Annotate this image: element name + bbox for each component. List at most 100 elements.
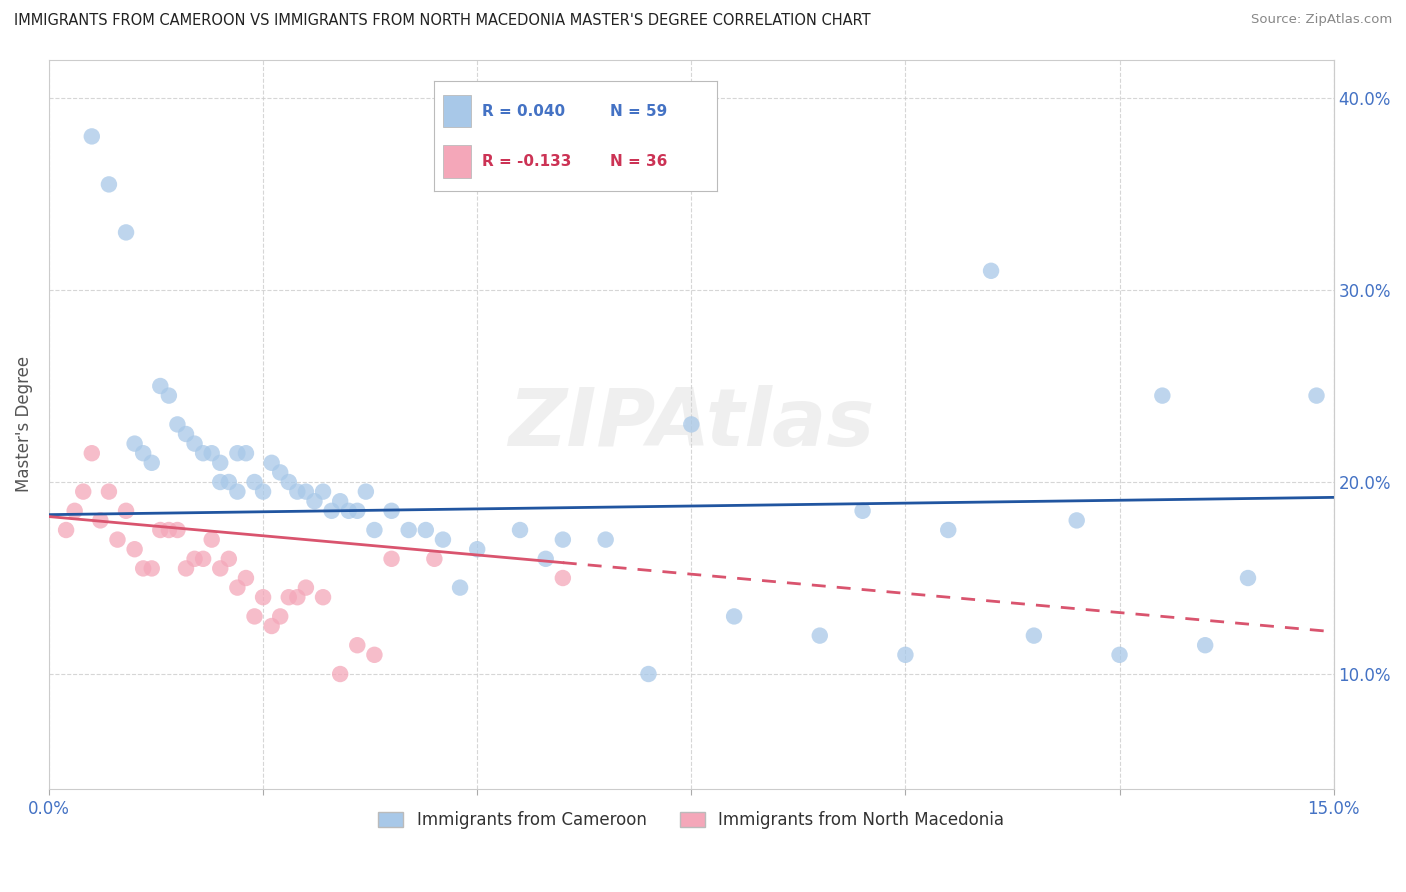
Point — [852, 504, 875, 518]
Point — [157, 389, 180, 403]
Point — [329, 494, 352, 508]
Point — [97, 178, 120, 192]
Point — [183, 436, 205, 450]
Point — [132, 446, 155, 460]
Point — [285, 591, 308, 605]
Point — [80, 446, 103, 460]
Point — [235, 446, 257, 460]
Point — [209, 561, 232, 575]
Point — [551, 571, 574, 585]
Point — [124, 436, 146, 450]
Point — [89, 513, 111, 527]
Point — [149, 379, 172, 393]
Point — [141, 561, 163, 575]
Point — [346, 504, 368, 518]
Point — [380, 551, 402, 566]
Point — [252, 484, 274, 499]
Point — [191, 551, 214, 566]
Point — [894, 648, 917, 662]
Point — [363, 648, 385, 662]
Point — [346, 638, 368, 652]
Point — [243, 609, 266, 624]
Point — [595, 533, 617, 547]
Point — [534, 551, 557, 566]
Point — [218, 475, 240, 489]
Point — [509, 523, 531, 537]
Point — [1194, 638, 1216, 652]
Point — [243, 475, 266, 489]
Point — [312, 484, 335, 499]
Point — [269, 466, 291, 480]
Point — [808, 629, 831, 643]
Point — [149, 523, 172, 537]
Point — [72, 484, 94, 499]
Point — [1305, 389, 1327, 403]
Point — [936, 523, 959, 537]
Point — [132, 561, 155, 575]
Point — [465, 542, 488, 557]
Point — [55, 523, 77, 537]
Point — [329, 667, 352, 681]
Point — [551, 533, 574, 547]
Point — [252, 591, 274, 605]
Point — [304, 494, 326, 508]
Point — [63, 504, 86, 518]
Point — [218, 551, 240, 566]
Point — [174, 561, 197, 575]
Point — [209, 456, 232, 470]
Point — [277, 591, 299, 605]
Y-axis label: Master's Degree: Master's Degree — [15, 356, 32, 492]
Point — [166, 417, 188, 432]
Point — [1108, 648, 1130, 662]
Point — [432, 533, 454, 547]
Text: IMMIGRANTS FROM CAMEROON VS IMMIGRANTS FROM NORTH MACEDONIA MASTER'S DEGREE CORR: IMMIGRANTS FROM CAMEROON VS IMMIGRANTS F… — [14, 13, 870, 29]
Point — [80, 129, 103, 144]
Point — [226, 446, 249, 460]
Text: ZIPAtlas: ZIPAtlas — [508, 385, 875, 464]
Point — [295, 484, 318, 499]
Text: Source: ZipAtlas.com: Source: ZipAtlas.com — [1251, 13, 1392, 27]
Point — [115, 504, 138, 518]
Point — [191, 446, 214, 460]
Point — [124, 542, 146, 557]
Point — [201, 533, 224, 547]
Point — [380, 504, 402, 518]
Point — [1022, 629, 1045, 643]
Point — [235, 571, 257, 585]
Point — [312, 591, 335, 605]
Point — [980, 264, 1002, 278]
Point — [321, 504, 343, 518]
Point — [107, 533, 129, 547]
Point — [285, 484, 308, 499]
Point — [398, 523, 420, 537]
Point — [174, 427, 197, 442]
Point — [201, 446, 224, 460]
Point — [183, 551, 205, 566]
Point — [269, 609, 291, 624]
Point — [1152, 389, 1174, 403]
Point — [260, 456, 283, 470]
Point — [260, 619, 283, 633]
Point — [637, 667, 659, 681]
Point — [423, 551, 446, 566]
Point — [295, 581, 318, 595]
Point — [1237, 571, 1260, 585]
Point — [209, 475, 232, 489]
Point — [723, 609, 745, 624]
Point — [157, 523, 180, 537]
Point — [226, 484, 249, 499]
Point — [97, 484, 120, 499]
Point — [415, 523, 437, 537]
Legend: Immigrants from Cameroon, Immigrants from North Macedonia: Immigrants from Cameroon, Immigrants fro… — [371, 805, 1011, 836]
Point — [363, 523, 385, 537]
Point — [337, 504, 360, 518]
Point — [449, 581, 471, 595]
Point — [1066, 513, 1088, 527]
Point — [277, 475, 299, 489]
Point — [354, 484, 377, 499]
Point — [141, 456, 163, 470]
Point — [115, 226, 138, 240]
Point — [681, 417, 703, 432]
Point — [166, 523, 188, 537]
Point — [226, 581, 249, 595]
